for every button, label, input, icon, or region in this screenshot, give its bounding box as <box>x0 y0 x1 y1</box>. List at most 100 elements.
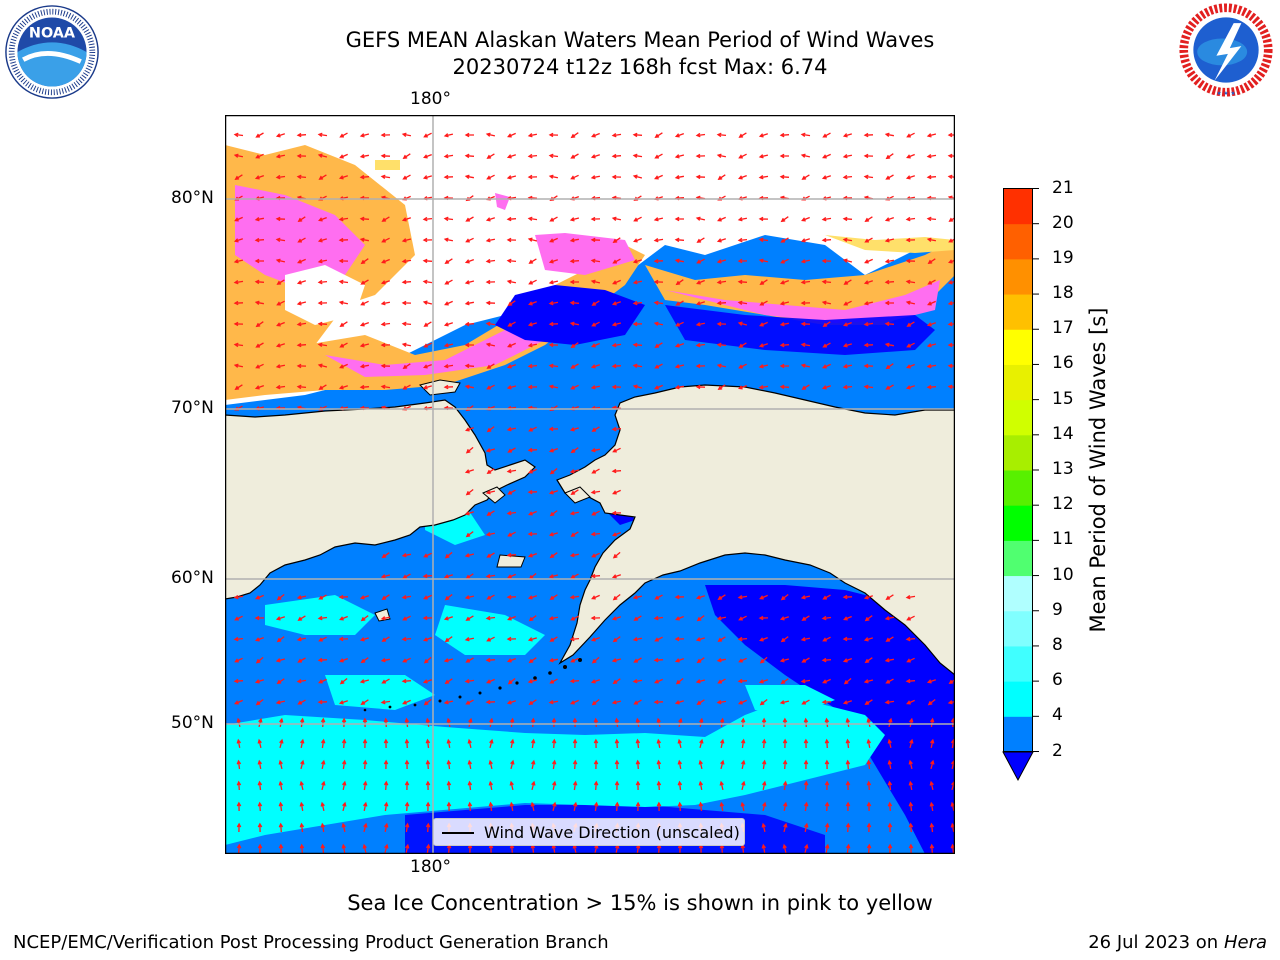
wind-wave-arrow <box>656 738 662 749</box>
wind-wave-arrow <box>779 321 790 327</box>
wind-wave-arrow <box>317 657 328 663</box>
wind-wave-arrow <box>296 384 307 390</box>
wind-wave-arrow <box>359 363 370 369</box>
wind-wave-arrow <box>275 616 285 621</box>
wind-wave-arrow <box>591 636 600 642</box>
wind-wave-arrow <box>863 321 874 327</box>
wind-wave-arrow <box>864 258 873 264</box>
wind-wave-arrow <box>822 132 831 138</box>
wind-wave-arrow <box>359 637 369 642</box>
wind-wave-arrow <box>362 759 368 770</box>
wind-wave-arrow <box>485 490 496 495</box>
wind-wave-arrow <box>317 153 328 158</box>
wind-wave-arrow <box>843 300 852 306</box>
wind-wave-arrow <box>635 780 641 791</box>
wind-wave-arrow <box>569 427 579 432</box>
wind-wave-arrow <box>930 759 935 770</box>
wind-wave-arrow <box>362 717 368 728</box>
colorbar-tick-label: 10 <box>1052 564 1074 585</box>
wind-wave-arrow <box>254 679 265 684</box>
wind-wave-arrow <box>800 678 811 684</box>
wind-wave-arrow <box>654 636 663 642</box>
wind-wave-arrow <box>275 133 285 138</box>
wind-wave-arrow <box>255 698 264 706</box>
wind-wave-arrow <box>677 738 682 749</box>
wind-wave-arrow <box>674 594 685 600</box>
wind-wave-arrow <box>486 174 495 180</box>
wind-wave-arrow <box>719 780 724 791</box>
wind-wave-arrow <box>549 678 558 684</box>
wind-wave-arrow <box>843 677 852 685</box>
wind-wave-arrow <box>299 780 304 791</box>
wind-wave-arrow <box>570 573 579 579</box>
wind-wave-arrow <box>653 217 664 222</box>
wind-wave-arrow <box>317 615 328 621</box>
wind-wave-arrow <box>527 679 538 684</box>
wind-wave-arrow <box>338 636 349 642</box>
lon-label-top: 180° <box>410 89 451 109</box>
wind-wave-arrow <box>384 843 389 854</box>
wind-wave-arrow <box>593 717 599 728</box>
wind-wave-arrow <box>401 217 412 222</box>
colorbar-segment <box>1003 540 1033 577</box>
wind-wave-arrow <box>297 699 306 705</box>
wind-wave-arrow <box>464 469 475 474</box>
wind-wave-arrow <box>506 175 517 180</box>
colorbar-segment <box>1003 364 1033 401</box>
wind-wave-arrow <box>506 154 517 159</box>
wind-wave-arrow <box>506 700 516 705</box>
map-frame <box>225 115 955 854</box>
wind-wave-arrow <box>947 700 955 705</box>
wind-wave-arrow <box>383 780 389 791</box>
wind-wave-arrow <box>507 342 516 348</box>
wind-wave-arrow <box>341 822 346 833</box>
wind-wave-arrow <box>863 301 874 306</box>
colorbar-tick-label: 2 <box>1052 740 1063 761</box>
wind-wave-arrow <box>528 279 537 285</box>
wind-wave-arrow <box>947 363 955 369</box>
wind-wave-arrow <box>654 363 663 369</box>
wind-wave-arrow <box>822 153 831 159</box>
wind-wave-arrow <box>510 759 515 770</box>
wind-wave-arrow <box>254 615 265 621</box>
wind-wave-arrow <box>422 175 432 180</box>
wind-wave-arrow <box>443 384 454 390</box>
wind-wave-arrow <box>572 717 578 728</box>
wind-wave-arrow <box>257 738 262 749</box>
wind-wave-arrow <box>257 759 263 770</box>
wind-wave-arrow <box>698 759 703 770</box>
noaa-logo-text: NOAA <box>29 26 76 42</box>
wind-wave-arrow <box>674 636 685 642</box>
wind-wave-arrow <box>380 363 391 369</box>
wind-wave-arrow <box>320 822 326 833</box>
wind-wave-arrow <box>341 843 347 854</box>
wind-wave-arrow <box>803 780 809 791</box>
wind-wave-arrow <box>611 384 622 390</box>
wind-wave-arrow <box>423 132 432 138</box>
wind-wave-arrow <box>843 321 852 327</box>
wind-wave-arrow <box>548 447 559 453</box>
wind-wave-arrow <box>423 153 432 159</box>
wind-wave-arrow <box>570 531 579 537</box>
wind-wave-arrow <box>656 717 661 728</box>
lon-label-bottom: 180° <box>410 857 451 877</box>
wind-wave-arrow <box>716 259 727 264</box>
wind-wave-arrow <box>863 363 874 369</box>
wind-wave-arrow <box>233 342 244 348</box>
wind-wave-arrow <box>653 657 664 663</box>
wind-wave-arrow <box>653 237 664 243</box>
wind-wave-arrow <box>590 258 601 264</box>
wind-wave-arrow <box>443 216 454 222</box>
wind-wave-arrow <box>633 657 642 663</box>
wind-wave-arrow <box>845 780 851 791</box>
wind-wave-arrow <box>527 153 538 159</box>
wind-wave-arrow <box>299 801 305 812</box>
colorbar-tick-label: 18 <box>1052 283 1074 304</box>
wind-wave-arrow <box>611 216 622 221</box>
wind-wave-arrow <box>843 279 852 285</box>
wind-wave-arrow <box>843 615 852 621</box>
wind-wave-arrow <box>824 717 830 728</box>
wind-wave-arrow <box>927 279 936 285</box>
wind-wave-arrow <box>822 594 831 600</box>
wind-wave-arrow <box>506 385 517 390</box>
